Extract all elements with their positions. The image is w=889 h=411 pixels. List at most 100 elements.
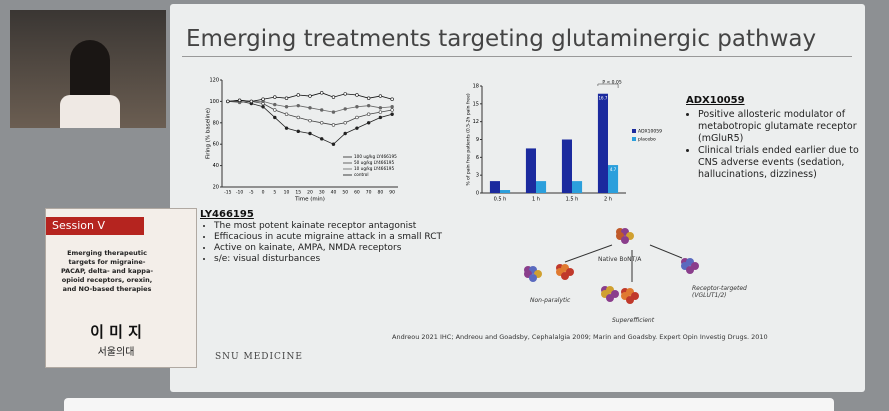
slide-title: Emerging treatments targeting glutaminer… [186,26,817,52]
y-tick-label: 80 [213,120,219,126]
data-point [390,105,394,109]
data-point [296,93,300,97]
data-point [284,112,289,116]
data-point [273,115,277,120]
bottom-panel [64,398,834,411]
references: Andreou 2021 IHC; Andreou and Goadsby, C… [392,333,768,341]
bar [536,181,547,193]
legend-swatch [632,137,636,141]
adx-bullets: Positive allosteric modulator of metabot… [686,109,863,181]
data-point [284,126,289,130]
x-tick-label: -5 [249,190,254,196]
y-tick-label: 20 [213,185,219,191]
bar [608,165,619,193]
data-point [320,137,324,141]
y-tick-label: 15 [473,101,479,107]
x-tick-label: 1 h [532,197,540,203]
bullet: Positive allosteric modulator of metabot… [698,109,863,145]
data-point [355,93,359,97]
slide [170,4,865,392]
data-point [378,94,383,98]
speaker-silhouette [70,40,110,100]
x-tick-label: 5 [273,190,276,196]
adx-heading: ADX10059 [686,95,745,106]
session-topic: Emerging therapeutic targets for migrain… [60,249,154,293]
speaker-name: 이 미 지 [90,323,142,341]
data-point [331,142,336,146]
title-rule [182,56,852,57]
y-axis-label: % of pain free patients (0.5-2h pain fre… [466,93,472,185]
bullet: s/e: visual disturbances [214,254,464,265]
x-tick-label: 40 [331,190,337,196]
protein-icon [626,296,634,304]
data-point [284,105,289,109]
data-point [331,123,336,127]
data-point [355,115,359,120]
diagram-arrow [649,244,683,259]
protein-icon [621,236,629,244]
y-tick-label: 12 [473,119,479,125]
bar [500,190,511,193]
x-tick-label: 70 [366,190,372,196]
data-point [296,115,300,120]
data-point [308,118,312,123]
data-point [366,103,371,108]
bullet: Clinical trials ended earlier due to CNS… [698,145,863,181]
data-point [273,102,277,107]
session-panel: Session V Emerging therapeutic targets f… [45,208,197,368]
speaker-affiliation: 서울의대 [97,347,135,358]
data-point [261,97,265,101]
y-tick-label: 9 [476,137,479,143]
y-tick-label: 6 [476,155,479,161]
x-tick-label: 15 [295,190,301,196]
ly-bullets: The most potent kainate receptor antagon… [202,221,464,265]
data-point [366,96,371,100]
data-point [390,108,394,112]
y-tick-label: 3 [476,173,479,179]
legend-label: control [354,172,369,177]
data-point [343,131,347,136]
y-tick-label: 120 [209,78,219,84]
legend-label: placebo [638,137,656,143]
bullet: Efficacious in acute migraine attack in … [214,232,464,243]
legend-label: ADX10059 [638,129,662,135]
y-tick-label: 100 [209,99,219,105]
value-label: 4.7 [610,167,617,172]
data-point [390,112,394,116]
data-point [366,121,371,125]
data-point [320,121,324,125]
x-tick-label: 10 [284,190,290,196]
protein-icon [529,274,537,282]
data-point [273,108,277,112]
legend-label: 50 ug/kg LY466195 [354,160,394,165]
x-tick-label: 90 [389,190,395,196]
x-tick-label: 30 [319,190,325,196]
data-point [355,105,359,109]
data-point [331,95,336,99]
diagram-center-label: Native BoNT/A [598,256,642,263]
x-tick-label: 60 [354,190,360,196]
data-point [226,99,230,104]
speaker-body [60,95,120,128]
diagram-bottom-label: Superefficient [612,317,655,324]
data-point [355,126,359,130]
x-tick-label: 80 [378,190,384,196]
y-tick-label: 40 [213,163,219,169]
data-point [320,108,324,112]
bar [525,148,536,193]
data-point [378,106,383,110]
y-tick-label: 60 [213,142,219,148]
x-tick-label: -15 [224,190,231,196]
significance-bracket [597,83,619,88]
data-point [390,97,394,101]
x-tick-label: -10 [236,190,243,196]
session-header: Session V [46,217,144,235]
data-point [331,110,336,114]
annotation: P < 0.05 [602,80,622,86]
protein-icon [561,272,569,280]
data-point [249,99,254,104]
diagram-left-label: Non-paralytic [530,297,571,304]
data-point [378,110,383,114]
